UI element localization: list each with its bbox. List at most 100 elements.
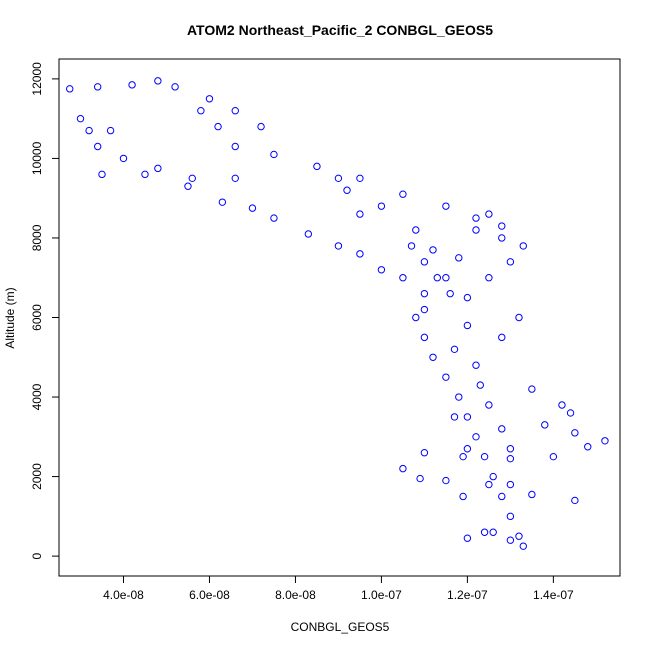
data-point: [489, 528, 497, 536]
x-tick-label: 6.0e-08: [189, 588, 230, 602]
x-tick-label: 8.0e-08: [275, 588, 316, 602]
data-point: [485, 274, 493, 282]
data-point: [218, 198, 227, 206]
data-points: [66, 77, 609, 550]
data-point: [463, 293, 472, 302]
data-point: [442, 202, 450, 210]
data-point: [399, 464, 407, 473]
data-point: [257, 122, 265, 131]
y-tick-label: 2000: [30, 463, 44, 490]
data-point: [485, 480, 493, 489]
data-point: [498, 222, 506, 230]
data-point: [356, 250, 364, 258]
data-point: [476, 381, 484, 389]
data-point: [480, 452, 489, 461]
data-point: [549, 452, 558, 461]
data-point: [66, 85, 74, 93]
data-point: [558, 401, 566, 409]
data-point: [463, 534, 472, 542]
data-point: [515, 532, 523, 540]
data-point: [541, 421, 549, 429]
data-point: [334, 242, 343, 250]
data-point: [356, 210, 364, 218]
data-point: [420, 289, 429, 298]
data-point: [214, 122, 222, 131]
data-point: [463, 413, 472, 421]
data-point: [442, 274, 450, 282]
data-point: [519, 542, 527, 550]
data-point: [197, 107, 205, 115]
y-tick-label: 0: [30, 552, 44, 559]
data-point: [459, 452, 467, 461]
data-point: [450, 345, 459, 354]
x-tick-label: 1.0e-07: [361, 588, 402, 602]
data-point: [459, 492, 467, 501]
data-point: [412, 313, 420, 322]
data-point: [429, 353, 437, 361]
data-point: [304, 230, 313, 238]
data-point: [420, 449, 429, 457]
data-point: [485, 210, 493, 218]
data-point: [463, 321, 472, 330]
y-axis-label: Altitude (m): [3, 287, 17, 348]
data-point: [98, 170, 106, 179]
data-point: [601, 437, 609, 445]
data-point: [343, 186, 351, 194]
data-point: [429, 246, 437, 254]
data-point: [455, 254, 463, 262]
data-point: [433, 274, 441, 282]
y-tick-label: 8000: [30, 224, 44, 251]
data-point: [399, 274, 407, 282]
data-point: [399, 190, 407, 198]
data-point: [528, 385, 536, 393]
data-point: [519, 242, 527, 250]
data-point: [506, 480, 515, 489]
data-point: [489, 472, 497, 481]
data-point: [141, 170, 149, 179]
x-tick-label: 1.2e-07: [447, 588, 488, 602]
data-point: [270, 214, 278, 222]
data-point: [93, 142, 102, 151]
data-point: [231, 142, 239, 151]
x-tick-label: 1.4e-07: [533, 588, 574, 602]
data-point: [472, 361, 480, 369]
data-point: [377, 266, 386, 274]
data-point: [584, 443, 592, 451]
data-point: [154, 77, 162, 85]
data-point: [184, 182, 192, 190]
data-point: [498, 492, 506, 501]
data-point: [472, 214, 480, 222]
x-axis: 4.0e-08 6.0e-08 8.0e-08 1.0e-07 1.2e-07 1.4e-…: [103, 576, 574, 602]
data-point: [506, 512, 515, 521]
data-point: [119, 154, 128, 163]
data-point: [420, 258, 429, 266]
data-point: [205, 95, 214, 103]
data-point: [85, 126, 93, 135]
y-tick-label: 10000: [30, 141, 44, 175]
data-point: [231, 174, 239, 183]
data-point: [566, 409, 575, 417]
y-tick-label: 12000: [30, 62, 44, 96]
data-point: [485, 401, 493, 409]
data-point: [472, 226, 480, 234]
data-point: [106, 126, 115, 135]
data-point: [498, 333, 506, 342]
data-point: [231, 107, 239, 115]
data-point: [407, 242, 416, 250]
data-point: [571, 429, 579, 437]
data-point: [420, 333, 429, 342]
data-point: [528, 490, 536, 499]
data-point: [313, 162, 321, 171]
x-tick-label: 4.0e-08: [103, 588, 144, 602]
data-point: [455, 393, 463, 401]
y-tick-label: 6000: [30, 304, 44, 331]
data-point: [442, 373, 450, 381]
data-point: [506, 258, 515, 266]
data-point: [498, 425, 506, 433]
data-point: [506, 445, 515, 453]
data-point: [334, 174, 343, 183]
data-point: [446, 289, 454, 298]
x-axis-label: CONBGL_GEOS5: [291, 620, 390, 634]
data-point: [154, 164, 162, 173]
